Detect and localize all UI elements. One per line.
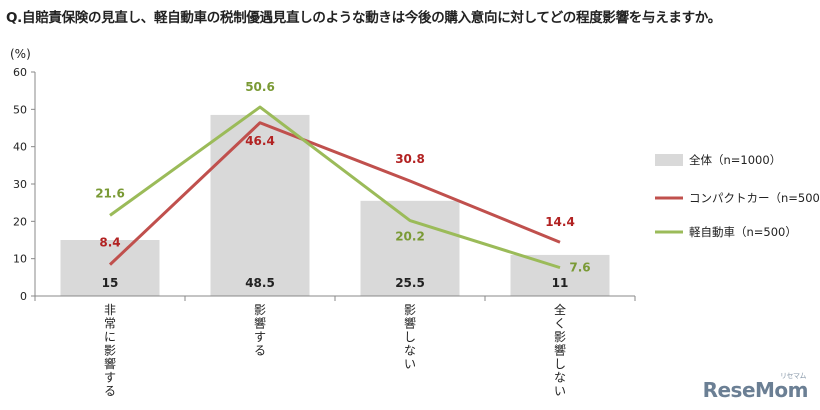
x-category-label-char: 影 bbox=[554, 330, 566, 344]
bar-data-label: 48.5 bbox=[245, 276, 275, 290]
y-tick-label: 40 bbox=[13, 141, 27, 154]
y-tick-label: 50 bbox=[13, 103, 27, 116]
line-data-label: 46.4 bbox=[245, 134, 275, 148]
legend-label: 軽自動車（n=500） bbox=[689, 225, 797, 239]
series-line bbox=[108, 121, 561, 266]
x-category-label-char: い bbox=[404, 357, 416, 371]
line-data-label: 50.6 bbox=[245, 80, 275, 94]
logo-kana: リセマム bbox=[780, 372, 807, 380]
legend-label: コンパクトカー（n=500） bbox=[689, 191, 820, 205]
bar bbox=[210, 114, 310, 296]
x-category-label-char: な bbox=[554, 371, 566, 385]
line-data-label: 21.6 bbox=[95, 186, 125, 200]
line-data-label: 30.8 bbox=[395, 152, 425, 166]
y-tick-label: 0 bbox=[20, 290, 27, 303]
resemom-logo: ReseMom リセマム bbox=[702, 372, 809, 402]
chart-title: Q.自賠責保険の見直し、軽自動車の税制優遇見直しのような動きは今後の購入意向に対… bbox=[6, 10, 721, 26]
x-category-label-char: 全 bbox=[554, 302, 566, 317]
x-category-label-char: に bbox=[104, 330, 116, 344]
bar bbox=[510, 254, 610, 296]
x-category-label-char: 響 bbox=[404, 316, 416, 331]
line-data-label: 14.4 bbox=[545, 215, 575, 229]
bar-data-label: 11 bbox=[552, 276, 569, 290]
x-category-label-char: 影 bbox=[404, 303, 416, 317]
x-category-label-char: 常 bbox=[104, 317, 116, 331]
line-data-label: 20.2 bbox=[395, 230, 425, 244]
x-category-label-char: く bbox=[554, 317, 566, 331]
line-data-label: 7.6 bbox=[569, 261, 590, 275]
line-data-label: 8.4 bbox=[99, 236, 120, 250]
x-category-label-char: 響 bbox=[554, 343, 566, 358]
bar-data-label: 25.5 bbox=[395, 276, 425, 290]
x-category-label-char: 影 bbox=[254, 303, 266, 317]
logo-text: ReseMom bbox=[702, 378, 809, 402]
x-category-label-char: 非 bbox=[104, 303, 116, 317]
x-category-label-char: る bbox=[104, 384, 116, 398]
x-category-label-char: し bbox=[404, 330, 416, 344]
y-axis-unit-label: (%) bbox=[10, 47, 31, 61]
bar-data-label: 15 bbox=[102, 276, 119, 290]
x-category-label-char: 響 bbox=[104, 356, 116, 371]
x-category-label-char: す bbox=[104, 371, 116, 385]
x-category-label-char: 影 bbox=[104, 344, 116, 358]
x-category-label-char: な bbox=[404, 344, 416, 358]
y-tick-label: 20 bbox=[13, 215, 27, 228]
y-tick-label: 10 bbox=[13, 253, 27, 266]
series-line bbox=[109, 105, 561, 270]
y-tick-label: 30 bbox=[13, 178, 27, 191]
y-tick-label: 60 bbox=[13, 66, 27, 79]
legend-swatch-bar bbox=[655, 154, 683, 166]
x-category-label-char: 響 bbox=[254, 316, 266, 331]
x-category-label-char: い bbox=[554, 384, 566, 398]
x-category-label-char: る bbox=[254, 344, 266, 358]
x-category-label-char: し bbox=[554, 357, 566, 371]
bar bbox=[60, 240, 160, 296]
bar bbox=[360, 200, 460, 296]
legend-label: 全体（n=1000） bbox=[689, 153, 781, 167]
x-category-label-char: す bbox=[254, 330, 266, 344]
